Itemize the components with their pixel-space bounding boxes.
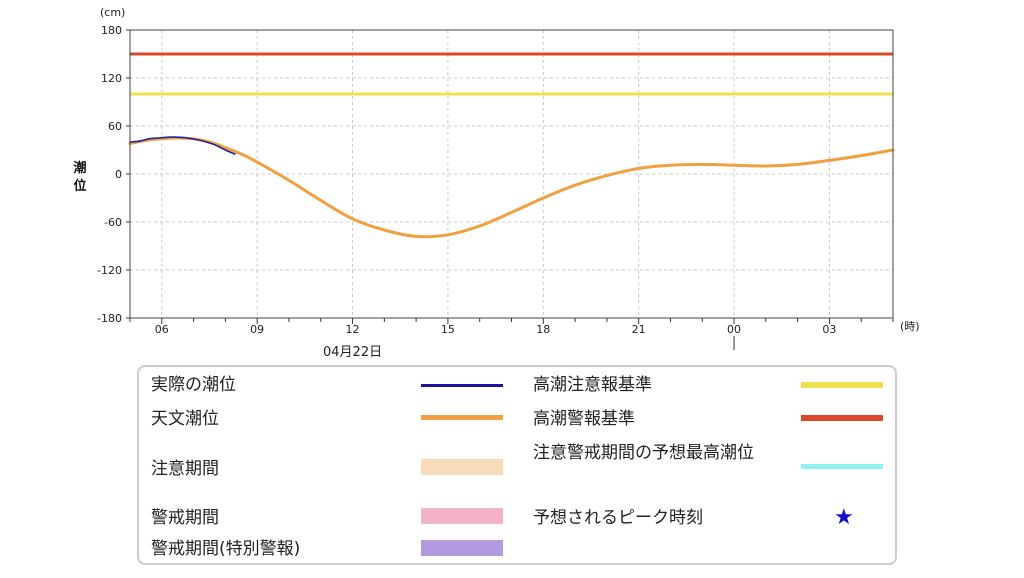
x-tick-label: 12 — [346, 323, 360, 336]
legend-swatch-warning-period — [421, 508, 503, 524]
legend-label-predicted-max-tide: 注意警戒期間の予想最高潮位 — [533, 443, 754, 463]
y-tick-label: 120 — [101, 72, 122, 85]
y-tick-label: 0 — [115, 168, 122, 181]
plot-frame — [129, 29, 894, 319]
legend-label-caution-period: 注意期間 — [151, 459, 219, 479]
y-axis-label-char: 位 — [73, 178, 86, 194]
legend-swatch-special-warning-period — [421, 540, 503, 556]
x-unit-label: (時) — [900, 320, 920, 333]
series-actual-tide — [129, 136, 236, 155]
y-tick-label: -120 — [97, 264, 122, 277]
legend-label-warning-threshold: 高潮警報基準 — [533, 409, 635, 429]
date-label: 04月22日 — [323, 345, 382, 360]
threshold-lines — [130, 52, 893, 96]
chart-axes: -180 -120 -60 0 60 120 180 06 09 12 15 18 21 00 03 潮位 — [73, 24, 894, 350]
star-icon: ★ — [834, 505, 854, 530]
legend-swatch-actual-tide — [421, 384, 503, 387]
chart-grid — [130, 30, 893, 318]
y-axis-label-char: 潮 — [73, 160, 86, 176]
x-tick-label: 00 — [727, 323, 741, 336]
x-tick-label: 21 — [632, 323, 646, 336]
legend-swatch-warning-threshold — [801, 415, 883, 421]
x-tick-label: 15 — [441, 323, 455, 336]
legend-label-astronomical-tide: 天文潮位 — [151, 409, 219, 429]
y-tick-label: 60 — [108, 120, 122, 133]
legend-label-advisory-threshold: 高潮注意報基準 — [533, 375, 652, 395]
y-tick-label: 180 — [101, 24, 122, 37]
y-unit-label: (cm) — [100, 6, 125, 19]
legend-swatch-advisory-threshold — [801, 382, 883, 388]
x-tick-label: 06 — [155, 323, 169, 336]
x-tick-label: 03 — [822, 323, 836, 336]
y-tick-label: -180 — [97, 312, 122, 325]
legend-swatch-astronomical-tide — [421, 415, 503, 420]
y-tick-label: -60 — [104, 216, 122, 229]
legend-swatch-predicted-max-tide — [801, 464, 883, 469]
x-tick-label: 09 — [250, 323, 264, 336]
chart-series — [128, 136, 895, 239]
x-tick-label: 18 — [536, 323, 550, 336]
legend-swatch-caution-period — [421, 459, 503, 475]
legend-label-warning-period: 警戒期間 — [151, 508, 219, 528]
legend-label-peak-time: 予想されるピーク時刻 — [533, 508, 703, 528]
legend-label-actual-tide: 実際の潮位 — [151, 375, 236, 395]
tide-chart: -180 -120 -60 0 60 120 180 06 09 12 15 18 21 00 03 潮位 (… — [73, 6, 920, 360]
legend-label-special-warning-period: 警戒期間(特別警報) — [151, 539, 301, 559]
chart-legend: 実際の潮位 天文潮位 注意期間 警戒期間 警戒期間(特別警報) 高潮注意報基準 … — [137, 365, 897, 565]
